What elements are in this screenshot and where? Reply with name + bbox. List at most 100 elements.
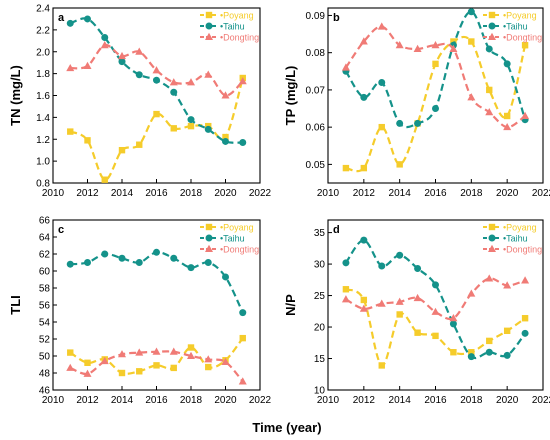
data-point (485, 348, 493, 356)
data-point (467, 8, 475, 16)
data-point (467, 353, 475, 361)
data-point (170, 254, 178, 262)
x-tick-label: 2018 (180, 395, 203, 406)
data-point (413, 293, 422, 302)
data-point (449, 44, 458, 52)
data-point (449, 320, 457, 328)
series-line (345, 288, 526, 367)
series-poyang (342, 286, 529, 369)
legend-marker (488, 223, 496, 231)
series-line (70, 251, 244, 314)
y-axis-title: N/P (283, 294, 298, 316)
y-tick-label: 1.4 (36, 113, 50, 124)
data-point (118, 58, 126, 66)
y-tick-label: 0.8 (36, 179, 50, 190)
data-point (359, 37, 368, 45)
data-point (378, 262, 386, 270)
y-tick-label: 50 (39, 352, 51, 363)
data-point (396, 161, 403, 168)
x-tick-label: 2022 (532, 188, 550, 199)
data-point (396, 251, 404, 259)
y-tick-label: 35 (314, 228, 326, 239)
data-point (521, 111, 530, 119)
data-point (414, 264, 422, 272)
data-point (468, 349, 475, 356)
data-point (84, 359, 91, 366)
data-point (239, 139, 247, 147)
x-tick-label: 2020 (496, 188, 519, 199)
series-dongting (66, 347, 247, 385)
legend: •Poyang•Taihu•Dongting (483, 222, 542, 254)
x-tick-label: 2018 (180, 188, 203, 199)
legend-label: •Taihu (503, 233, 528, 243)
data-point (239, 334, 246, 342)
data-point (222, 273, 229, 281)
x-tick-label: 2014 (389, 188, 412, 199)
legend-label: •Poyang (503, 222, 537, 232)
legend-label: •Dongting (503, 32, 542, 42)
x-tick-label: 2020 (214, 395, 237, 406)
data-point (136, 141, 143, 148)
y-tick-label: 52 (39, 335, 51, 346)
data-point (238, 377, 247, 385)
data-point (221, 91, 230, 99)
legend-label: •Dongting (220, 244, 259, 254)
data-point (342, 259, 350, 267)
legend-marker (205, 223, 213, 231)
data-point (468, 38, 475, 45)
data-point (396, 311, 403, 318)
legend: •Poyang•Taihu•Dongting (483, 10, 542, 42)
data-point (503, 327, 511, 335)
data-point (187, 351, 195, 359)
data-point (118, 254, 126, 262)
data-point (84, 259, 91, 266)
y-tick-label: 2.2 (36, 25, 50, 36)
y-tick-label: 1.6 (36, 91, 50, 102)
y-tick-label: 64 (39, 233, 51, 244)
legend-marker (488, 234, 496, 242)
series-taihu (342, 236, 529, 361)
x-tick-label: 2014 (111, 395, 134, 406)
data-point (503, 351, 511, 359)
legend-marker (488, 32, 496, 40)
data-point (153, 362, 160, 369)
series-taihu (66, 248, 247, 317)
data-point (205, 363, 212, 371)
data-point (360, 164, 368, 172)
y-tick-label: 0.05 (306, 160, 326, 171)
x-tick-label: 2018 (460, 188, 483, 199)
data-point (431, 307, 440, 315)
data-point (204, 355, 213, 363)
legend-marker (205, 22, 213, 30)
series-line (69, 77, 244, 181)
y-tick-label: 1.0 (36, 157, 50, 168)
data-point (503, 281, 512, 289)
legend-label: •Dongting (503, 244, 542, 254)
data-point (101, 250, 109, 258)
data-point (414, 119, 422, 127)
y-axis-title: TP (mg/L) (283, 66, 298, 126)
data-point (450, 349, 457, 356)
data-point (67, 128, 74, 135)
x-tick-label: 2014 (389, 395, 412, 406)
y-tick-label: 15 (314, 354, 326, 365)
data-point (118, 146, 126, 154)
y-tick-label: 20 (314, 323, 326, 334)
series-dongting (66, 40, 247, 99)
y-tick-label: 30 (314, 260, 326, 271)
y-tick-label: 48 (39, 369, 51, 380)
data-point (118, 51, 126, 60)
data-point (377, 299, 386, 307)
data-point (100, 40, 109, 49)
data-point (359, 304, 368, 312)
series-line (70, 44, 244, 97)
series-taihu (342, 8, 529, 129)
data-point (153, 76, 160, 84)
data-point (100, 356, 109, 365)
data-point (67, 349, 74, 356)
x-tick-label: 2020 (214, 188, 237, 199)
legend-label: •Taihu (220, 21, 245, 31)
data-point (503, 122, 512, 131)
x-tick-label: 2018 (460, 395, 483, 406)
